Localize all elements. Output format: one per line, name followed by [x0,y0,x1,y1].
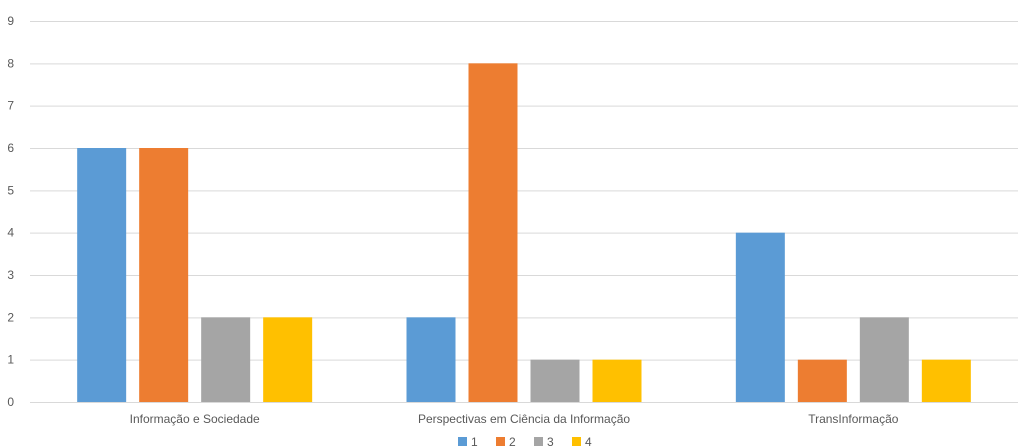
y-tick-label: 4 [7,226,14,240]
bar-series-2-cat-2 [797,359,847,402]
legend-label: 1 [471,435,478,447]
bar-series-4-cat-2 [921,359,971,402]
bar-series-3-cat-1 [530,359,580,402]
bar-series-4-cat-0 [263,317,313,402]
y-tick-label: 2 [7,310,14,324]
bar-series-2-cat-0 [139,148,189,402]
legend-swatch-2 [496,437,505,446]
x-category-label: Perspectivas em Ciência da Informação [418,412,630,426]
y-tick-label: 3 [7,268,14,282]
y-tick-label: 5 [7,183,14,197]
x-category-label: TransInformação [808,412,899,426]
legend-swatch-4 [572,437,581,446]
y-tick-label: 8 [7,56,14,70]
bar-series-4-cat-1 [592,359,642,402]
legend-label: 2 [509,435,516,447]
bar-series-1-cat-0 [77,148,127,402]
bar-series-3-cat-2 [859,317,909,402]
y-tick-label: 7 [7,99,14,113]
bar-series-3-cat-0 [201,317,251,402]
legend-swatch-1 [458,437,467,446]
legend-label: 4 [585,435,592,447]
bar-series-1-cat-1 [406,317,456,402]
y-tick-label: 1 [7,353,14,367]
y-tick-label: 9 [7,14,14,28]
y-tick-label: 6 [7,141,14,155]
x-category-label: Informação e Sociedade [130,412,260,426]
legend-swatch-3 [534,437,543,446]
bar-series-2-cat-1 [468,63,518,402]
bar-series-1-cat-2 [735,232,785,402]
y-tick-label: 0 [7,395,14,409]
legend-label: 3 [547,435,554,447]
